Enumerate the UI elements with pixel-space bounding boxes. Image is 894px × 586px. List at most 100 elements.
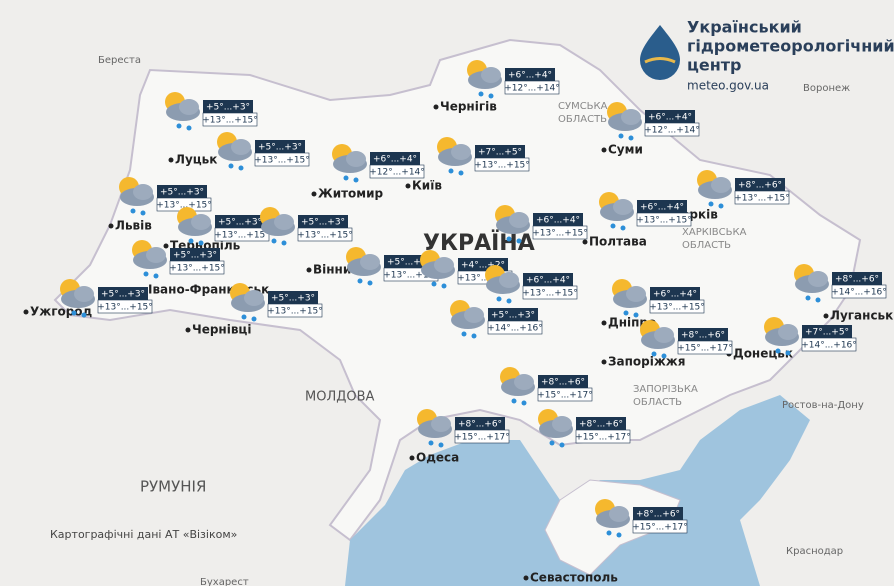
night-temp: +8°...+6° [579,420,623,430]
rain-drop [198,240,204,246]
day-temp: +15°...+17° [454,433,510,443]
forecast-icon [794,264,829,303]
city-label: Суми [608,143,643,157]
night-temp: +6°...+4° [648,113,692,123]
rain-drop [620,225,626,231]
rain-drop [516,238,522,244]
forecast-icon [495,205,530,244]
cloud [244,290,264,306]
night-box [678,328,728,341]
night-box [523,273,573,286]
rain-drop [176,123,182,129]
forecast-icon [230,283,265,322]
header-title: центр [687,56,742,75]
city-label: Львів [115,219,152,233]
day-temp: +13°...+15° [267,307,323,317]
rain-drop [478,91,484,97]
country-label: МОЛДОВА [305,390,375,405]
day-box [454,429,510,444]
night-box [170,248,220,261]
region-label: СУМСЬКА [558,101,608,112]
forecast-icon [607,102,642,141]
cloud [231,139,251,155]
day-temp: +13°...+15° [474,161,530,171]
rain-drop [428,440,434,446]
day-box [575,429,631,444]
cloud [499,272,519,288]
attribution: Картографічні дані АТ «Візіком» [50,528,237,541]
forecast-icon [538,409,573,448]
forecast-icon [500,367,535,406]
night-temp: +5°...+3° [271,294,315,304]
rain-drop [708,201,714,207]
cloud [179,99,199,115]
day-temp: +13°...+15° [532,229,588,239]
night-temp: +6°...+4° [536,216,580,226]
day-box [267,303,323,318]
night-box [505,68,555,81]
city-label: Ростов-на-Дону [782,400,864,411]
city-dot [601,359,607,365]
city-dot [163,243,169,249]
day-box [831,284,887,299]
rain-drop [153,273,159,279]
rain-drop [623,310,629,316]
night-temp: +6°...+4° [640,203,684,213]
forecast-icon [260,207,295,246]
region-label: ХАРКІВСЬКА [682,227,747,238]
city-label: Одеса [416,451,459,465]
city-label: Луганськ [830,309,893,323]
night-temp: +5°...+3° [387,258,431,268]
night-temp: +7°...+5° [478,148,522,158]
forecast-icon [599,192,634,231]
forecast-icon [764,317,799,356]
rain-drop [805,295,811,301]
cloud [451,144,471,160]
night-box [370,152,420,165]
cloud [274,214,294,230]
night-temp: +5°...+3° [173,251,217,261]
night-temp: +5°...+3° [491,311,535,321]
cloud [346,151,366,167]
day-temp: +13°...+15° [169,264,225,274]
rain-drop [461,331,467,337]
city-label: Краснодар [786,546,843,557]
city-dot [23,309,29,315]
day-temp: +13°...+15° [202,116,258,126]
city-label: Полтава [589,235,647,249]
city-dot [601,147,607,153]
forecast-icon [177,207,212,246]
city-label: Луцьк [175,153,217,167]
city-label: Бухарест [200,577,249,586]
night-box [650,287,700,300]
night-temp: +5°...+3° [301,218,345,228]
city-dot [306,267,312,273]
rain-drop [357,278,363,284]
night-temp: +8°...+6° [681,331,725,341]
country-label: УКРАЇНА [423,230,535,256]
day-temp: +15°...+17° [677,344,733,354]
cloud [613,199,633,215]
night-box [298,215,348,228]
rain-drop [521,400,527,406]
night-temp: +6°...+4° [653,290,697,300]
rain-drop [815,297,821,303]
day-box [734,190,790,205]
city-label: Київ [412,179,442,193]
day-box [537,387,593,402]
city-label: Севастополь [530,571,618,585]
night-temp: +8°...+6° [458,420,502,430]
rain-drop [130,208,136,214]
forecast-icon [417,409,452,448]
night-box [633,507,683,520]
day-temp: +15°...+17° [537,391,593,401]
city-dot [409,455,415,461]
cloud [481,67,501,83]
day-temp: +12°...+14° [369,168,425,178]
rain-drop [785,350,791,356]
forecast-icon [595,499,630,538]
city-label: Чернігів [440,100,497,114]
night-box [488,308,538,321]
forecast-icon [612,279,647,318]
